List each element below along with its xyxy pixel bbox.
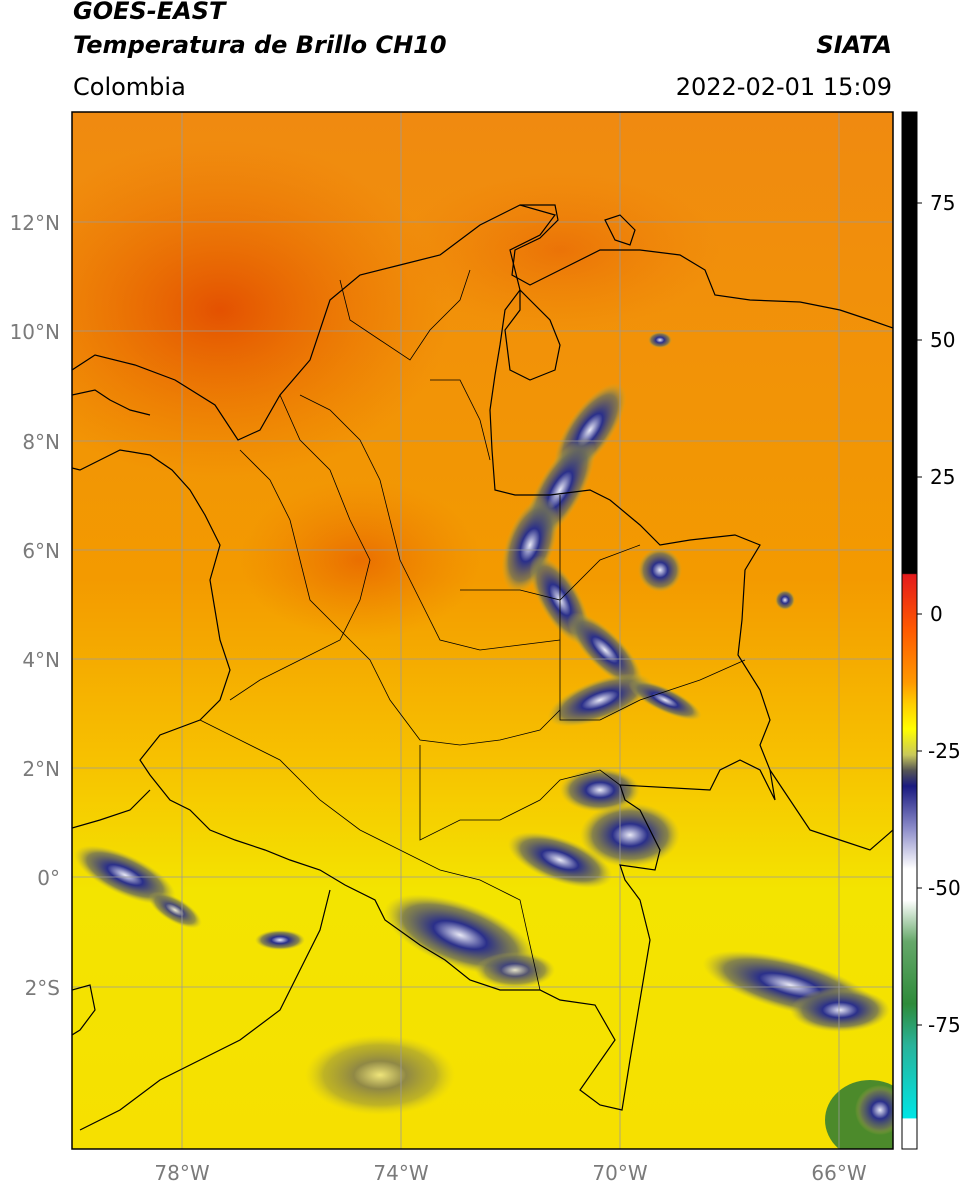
lat-label-12N: 12°N bbox=[10, 211, 60, 235]
lat-label-6N: 6°N bbox=[22, 539, 60, 563]
colorbar-tick-neg25: -25 bbox=[928, 739, 961, 763]
lat-label-2N: 2°N bbox=[22, 757, 60, 781]
colorbar-tick-neg50: -50 bbox=[928, 876, 961, 900]
colorbar-tick-neg75: -75 bbox=[928, 1013, 961, 1037]
region-label: Colombia bbox=[73, 73, 186, 101]
colorbar: 75 50 25 0 -25 -50 -75 bbox=[901, 111, 961, 1150]
gridlines bbox=[72, 112, 893, 1149]
title-line-2: Temperatura de Brillo CH10 bbox=[73, 31, 447, 59]
agency-label: SIATA bbox=[816, 31, 892, 59]
map-frame bbox=[71, 111, 894, 1150]
lon-label-70W: 70°W bbox=[592, 1161, 647, 1185]
colorbar-gradient bbox=[901, 111, 918, 1150]
colorbar-tick-50: 50 bbox=[930, 328, 955, 352]
lat-label-2S: 2°S bbox=[25, 976, 60, 1000]
datetime-label: 2022-02-01 15:09 bbox=[675, 73, 892, 101]
borders bbox=[72, 204, 893, 1131]
title-line-1: GOES-EAST bbox=[73, 0, 226, 25]
lat-label-8N: 8°N bbox=[22, 430, 60, 454]
colorbar-tick-75: 75 bbox=[930, 191, 955, 215]
colorbar-tick-0: 0 bbox=[930, 602, 943, 626]
lon-label-74W: 74°W bbox=[373, 1161, 428, 1185]
lon-label-78W: 78°W bbox=[154, 1161, 209, 1185]
lon-labels: 78°W 74°W 70°W 66°W bbox=[154, 1161, 866, 1185]
lat-labels: 12°N 10°N 8°N 6°N 4°N 2°N 0° 2°S bbox=[10, 211, 60, 1000]
lon-label-66W: 66°W bbox=[811, 1161, 866, 1185]
colorbar-tick-25: 25 bbox=[930, 465, 955, 489]
lat-label-4N: 4°N bbox=[22, 648, 60, 672]
lat-label-10N: 10°N bbox=[10, 320, 60, 344]
lat-label-0: 0° bbox=[37, 866, 60, 890]
